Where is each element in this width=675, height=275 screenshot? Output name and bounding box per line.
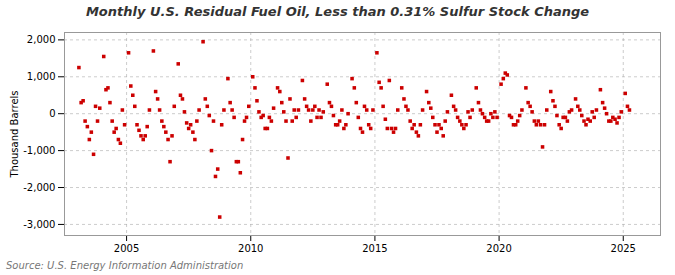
- svg-text:2020: 2020: [486, 243, 511, 254]
- svg-text:2005: 2005: [114, 243, 139, 254]
- svg-text:2015: 2015: [362, 243, 387, 254]
- html-text:Source: U.S. Energy Informatio: Source: U.S. Energy Information Administ…: [6, 260, 244, 271]
- svg-text:-3,000: -3,000: [23, 219, 55, 230]
- svg-text:0: 0: [49, 108, 55, 119]
- svg-text:Thousand Barrels: Thousand Barrels: [9, 90, 20, 178]
- html-text:Monthly U.S. Residual Fuel Oil: Monthly U.S. Residual Fuel Oil, Less tha…: [85, 4, 590, 19]
- svg-text:-2,000: -2,000: [23, 182, 55, 193]
- svg-text:1,000: 1,000: [27, 71, 56, 82]
- svg-text:2,000: 2,000: [27, 34, 56, 45]
- svg-text:-1,000: -1,000: [23, 145, 55, 156]
- svg-text:2010: 2010: [238, 243, 263, 254]
- svg-text:2025: 2025: [611, 243, 636, 254]
